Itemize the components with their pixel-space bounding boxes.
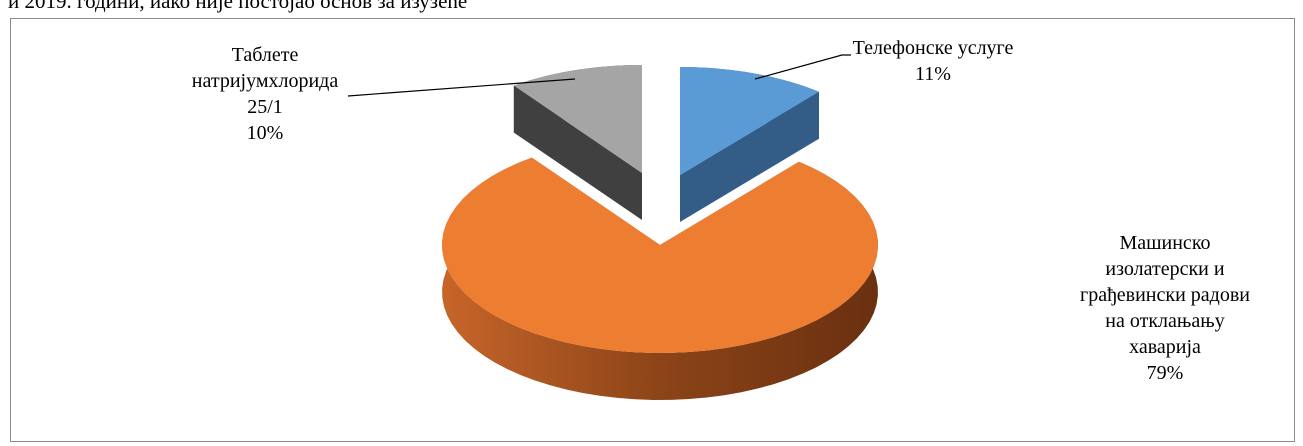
pie-slice-top-0 — [680, 67, 819, 175]
label-mechanical-line4: на отклањању — [1105, 310, 1225, 332]
pie-slice-side-1 — [442, 157, 878, 400]
label-tablets: Таблете натријумхлорида 25/1 10% — [175, 42, 355, 146]
label-tablets-line1: Таблете — [231, 44, 299, 66]
pie-slice-2 — [513, 65, 642, 221]
label-tablets-line2: натријумхлорида — [191, 70, 339, 92]
label-tablets-line3: 25/1 — [247, 96, 283, 118]
label-tablets-percent: 10% — [246, 122, 284, 144]
label-mechanical-line1: Машинско — [1119, 232, 1211, 254]
label-mechanical-line2: изолатерски и — [1105, 258, 1225, 280]
leader-line-tablets — [347, 78, 576, 97]
label-telephone-services: Телефонске услуге 11% — [838, 35, 1028, 87]
label-telephone-name: Телефонске услуге — [852, 37, 1014, 59]
pie-slice-top-2 — [513, 65, 642, 173]
pie-slice-1 — [442, 157, 878, 400]
label-telephone-percent: 11% — [915, 63, 951, 85]
pie-slice-top-1 — [442, 157, 878, 353]
header-text: и 2019. години, иако није постојао основ… — [8, 0, 468, 13]
label-mechanical-works: Машинско изолатерски и грађевински радов… — [1070, 230, 1260, 386]
label-mechanical-line3: грађевински радови — [1080, 284, 1250, 306]
label-mechanical-line5: хаварија — [1129, 336, 1201, 358]
label-mechanical-percent: 79% — [1146, 362, 1184, 384]
leader-line-telephone — [754, 54, 851, 80]
pie-slice-0 — [680, 67, 819, 222]
